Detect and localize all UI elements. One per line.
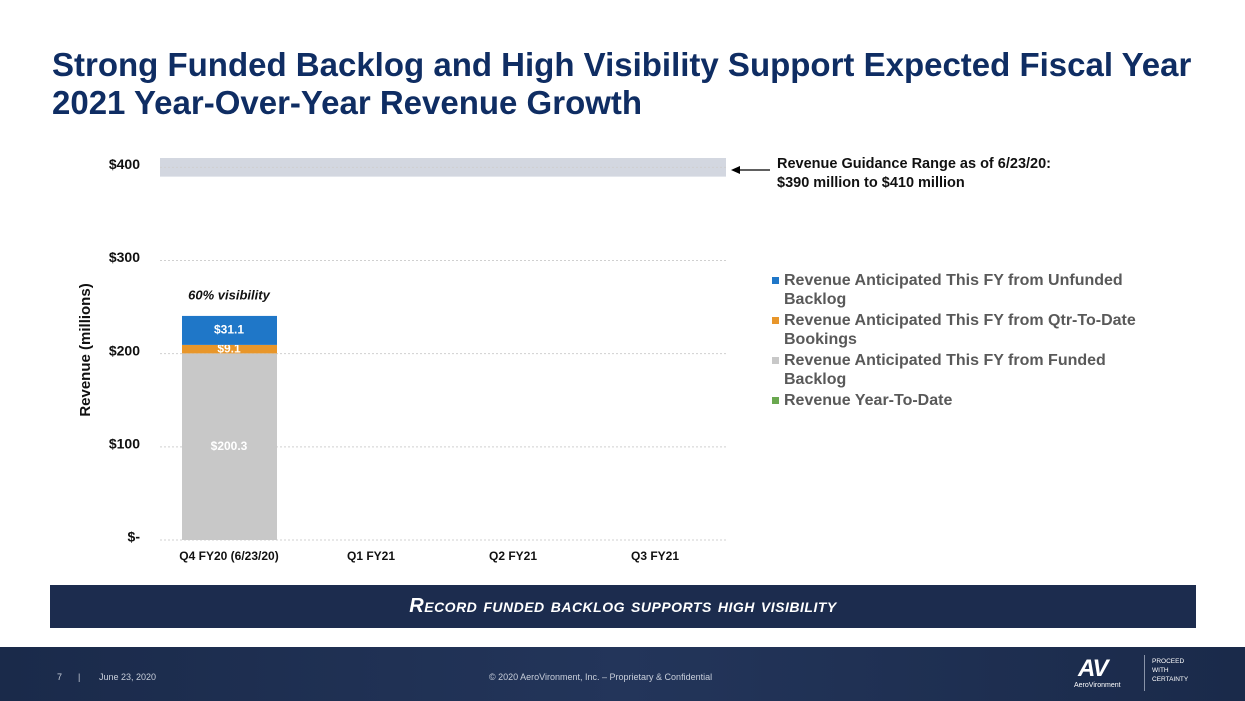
y-tick-label: $300 — [109, 249, 140, 265]
company-name: AeroVironment — [1074, 682, 1121, 689]
y-tick-label: $100 — [109, 436, 140, 452]
logo-divider — [1144, 655, 1145, 691]
banner: Record funded backlog supports high visi… — [50, 585, 1196, 628]
y-tick-label: $- — [128, 529, 141, 545]
x-tick-label: Q4 FY20 (6/23/20) — [179, 549, 278, 563]
date: June 23, 2020 — [99, 672, 157, 682]
logo-mark: AV — [1078, 655, 1109, 682]
tagline: PROCEED WITH CERTAINTY — [1152, 657, 1188, 684]
value-label: $31.1 — [214, 323, 244, 337]
legend-label: Revenue Year-To-Date — [784, 392, 953, 409]
value-label: $200.3 — [211, 439, 248, 453]
bar-segment — [182, 315, 277, 345]
legend-label: Revenue Anticipated This FY from Unfunde… — [784, 272, 1123, 308]
legend-item: Revenue Year-To-Date — [772, 391, 1162, 410]
tagline-line: WITH — [1152, 667, 1169, 674]
copyright: © 2020 AeroVironment, Inc. – Proprietary… — [489, 672, 713, 682]
y-tick-label: $200 — [109, 342, 140, 358]
bar-segment — [182, 353, 277, 540]
legend-key — [772, 317, 779, 324]
legend-key — [772, 397, 779, 404]
legend-key — [772, 357, 779, 364]
bar-note: 60% visibility — [188, 287, 270, 302]
legend-label: Revenue Anticipated This FY from Qtr-To-… — [784, 312, 1136, 348]
y-tick-label: $400 — [109, 156, 140, 172]
tagline-line: CERTAINTY — [1152, 676, 1189, 683]
legend: Revenue Anticipated This FY from Unfunde… — [772, 271, 1162, 412]
guidance-band — [160, 158, 726, 177]
footer: 7 | June 23, 2020 © 2020 AeroVironment, … — [0, 647, 1245, 701]
tagline-line: PROCEED — [1152, 658, 1185, 665]
legend-key — [772, 277, 779, 284]
x-tick-label: Q1 FY21 — [347, 549, 395, 563]
x-tick-label: Q3 FY21 — [631, 549, 679, 563]
legend-item: Revenue Anticipated This FY from Unfunde… — [772, 271, 1162, 309]
legend-label: Revenue Anticipated This FY from Funded … — [784, 352, 1106, 388]
slide-title: Strong Funded Backlog and High Visibilit… — [52, 46, 1192, 121]
guidance-arrowhead — [731, 166, 740, 174]
legend-item: Revenue Anticipated This FY from Funded … — [772, 351, 1162, 389]
separator: | — [78, 672, 81, 682]
guidance-note: $390 million to $410 million — [777, 175, 965, 191]
x-tick-label: Q2 FY21 — [489, 549, 537, 563]
guidance-note: Revenue Guidance Range as of 6/23/20: — [777, 156, 1051, 172]
page-number: 7 — [57, 672, 63, 682]
logo: AV AeroVironment PROCEED WITH CERTAINTY — [1074, 655, 1204, 695]
y-axis-label: Revenue (millions) — [77, 283, 94, 416]
legend-item: Revenue Anticipated This FY from Qtr-To-… — [772, 311, 1162, 349]
bar-segment — [182, 344, 277, 354]
